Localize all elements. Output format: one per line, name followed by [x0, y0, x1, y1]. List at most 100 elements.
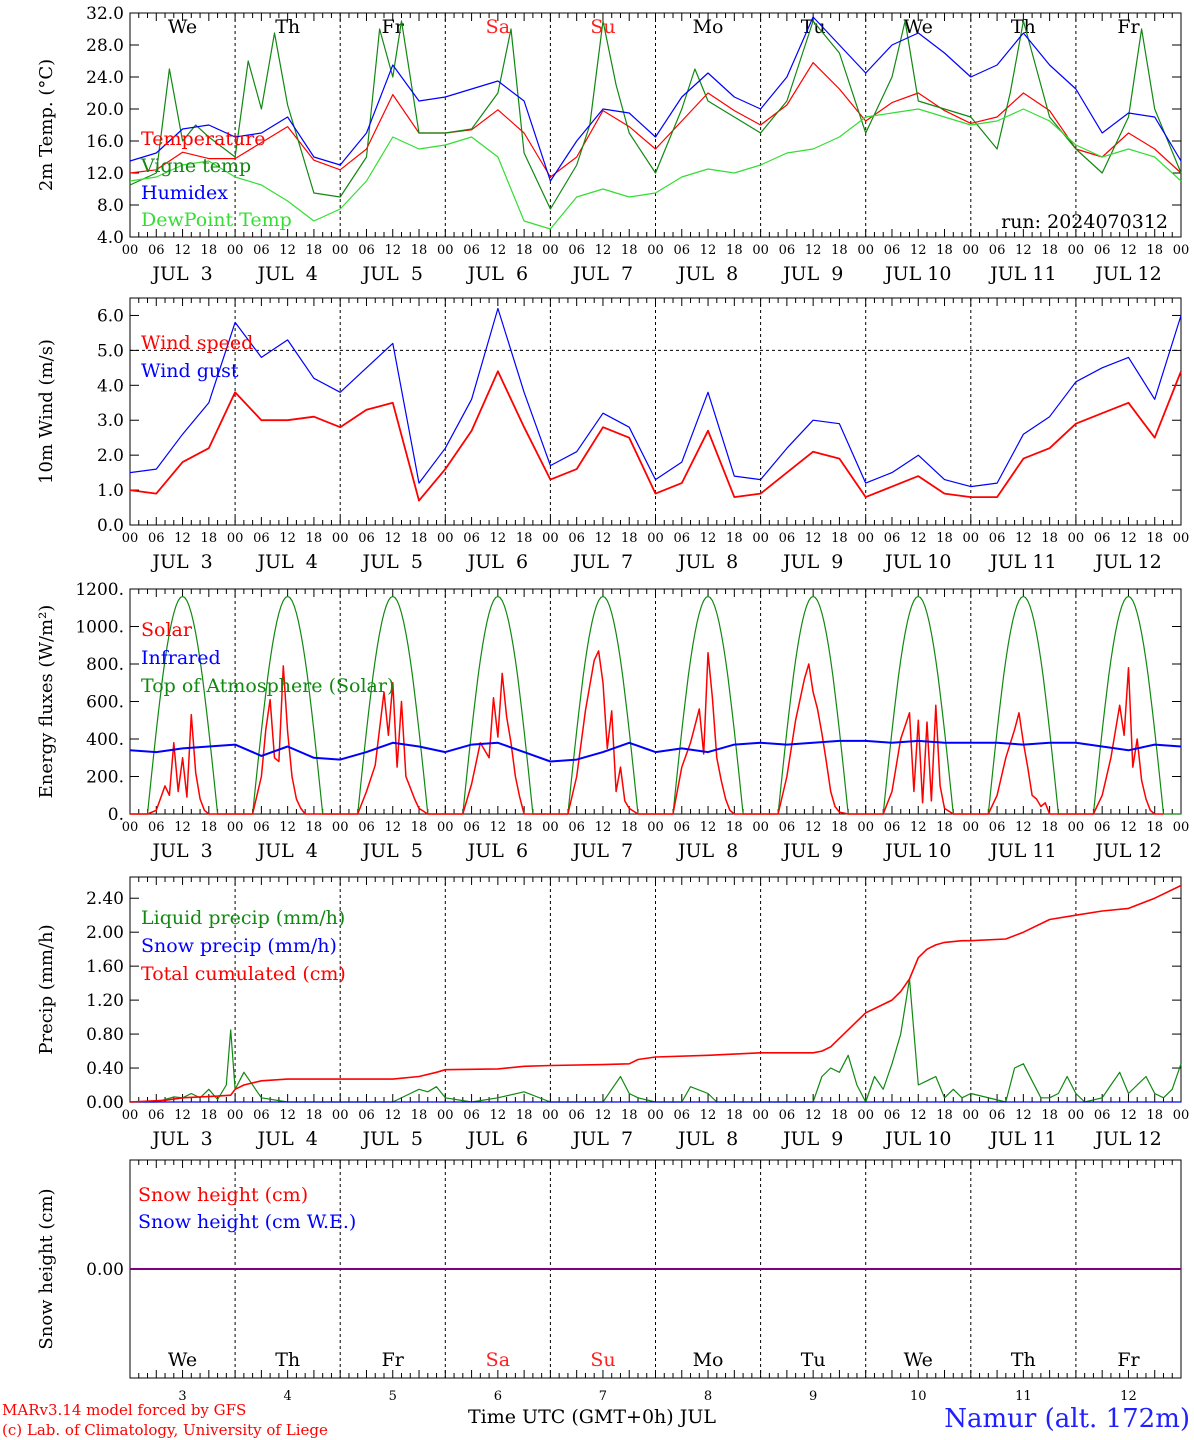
- hour-tick-label: 18: [1041, 243, 1058, 258]
- hour-tick-label: 18: [306, 1108, 323, 1123]
- date-label: JUL 11: [988, 1128, 1056, 1150]
- hour-tick-label: 18: [411, 820, 428, 835]
- weekday-label: Mo: [693, 1349, 724, 1371]
- date-label: JUL 12: [1093, 1128, 1161, 1150]
- series-line: [129, 884, 1182, 1103]
- hour-tick-label: 00: [332, 820, 349, 835]
- hour-tick-label: 12: [700, 243, 717, 258]
- series-line: [129, 20, 1182, 210]
- hour-tick-label: 18: [726, 531, 743, 546]
- hour-tick-label: 12: [910, 243, 927, 258]
- weekday-label: Th: [1011, 1349, 1036, 1371]
- weekday-label: We: [904, 16, 933, 38]
- legend-entry: DewPoint Temp: [141, 209, 292, 231]
- hour-tick-label: 06: [358, 243, 375, 258]
- hour-tick-label: 12: [1120, 820, 1137, 835]
- hour-tick-label: 18: [306, 820, 323, 835]
- hour-tick-label: 12: [174, 1108, 191, 1123]
- hour-tick-label: 18: [516, 820, 533, 835]
- y-tick-label: 0.00: [86, 1260, 124, 1280]
- legend-entry: Humidex: [141, 182, 228, 204]
- hour-tick-label: 06: [779, 531, 796, 546]
- y-tick-label: 3.0: [97, 411, 124, 431]
- weekday-label: We: [168, 1349, 197, 1371]
- date-label: JUL 7: [571, 1128, 633, 1150]
- y-tick-label: 200.: [86, 768, 124, 788]
- hour-tick-label: 12: [490, 531, 507, 546]
- hour-tick-label: 12: [595, 531, 612, 546]
- hour-tick-label: 12: [490, 820, 507, 835]
- hour-tick-label: 06: [989, 820, 1006, 835]
- hour-tick-label: 18: [1041, 1108, 1058, 1123]
- hour-tick-label: 12: [1015, 1108, 1032, 1123]
- y-axis-label: 10m Wind (m/s): [36, 339, 57, 484]
- weekday-label: Fr: [382, 16, 405, 38]
- date-label: JUL 3: [150, 551, 212, 573]
- hour-tick-label: 00: [332, 531, 349, 546]
- series-line: [130, 650, 1164, 815]
- hour-tick-label: 18: [306, 531, 323, 546]
- y-tick-label: 400.: [86, 730, 124, 750]
- legend-entry: Wind gust: [141, 360, 239, 382]
- hour-tick-label: 00: [963, 243, 980, 258]
- hour-tick-label: 18: [726, 820, 743, 835]
- x-axis-title: Time UTC (GMT+0h) JUL: [468, 1406, 716, 1428]
- weekday-label: Th: [1011, 16, 1036, 38]
- hour-tick-label: 00: [122, 1108, 139, 1123]
- hour-tick-label: 00: [1173, 531, 1190, 546]
- date-label: JUL 4: [255, 551, 317, 573]
- hour-tick-label: 12: [279, 1108, 296, 1123]
- series-line: [129, 739, 1182, 763]
- hour-tick-label: 00: [332, 1108, 349, 1123]
- hour-tick-label: 06: [463, 820, 480, 835]
- date-label: JUL 7: [571, 263, 633, 285]
- date-label: JUL 10: [883, 263, 951, 285]
- hour-tick-label: 00: [1173, 820, 1190, 835]
- hour-tick-label: 12: [595, 243, 612, 258]
- hour-tick-label: 06: [1094, 531, 1111, 546]
- hour-tick-label: 00: [752, 1108, 769, 1123]
- y-tick-label: 2.00: [86, 923, 124, 943]
- date-label: JUL 7: [571, 551, 633, 573]
- hour-tick-label: 06: [568, 820, 585, 835]
- hour-tick-label: 18: [621, 531, 638, 546]
- hour-tick-label: 12: [384, 1108, 401, 1123]
- hour-tick-label: 12: [805, 243, 822, 258]
- hour-tick-label: 06: [884, 1108, 901, 1123]
- date-label: JUL 8: [676, 840, 738, 862]
- y-tick-label: 1.60: [86, 957, 124, 977]
- weekday-label: We: [904, 1349, 933, 1371]
- hour-tick-label: 00: [963, 1108, 980, 1123]
- hour-tick-label: 18: [1041, 820, 1058, 835]
- weekday-label: Th: [275, 1349, 300, 1371]
- hour-tick-label: 18: [1146, 243, 1163, 258]
- hour-tick-label: 06: [568, 531, 585, 546]
- hour-tick-label: 00: [647, 820, 664, 835]
- y-tick-label: 0.80: [86, 1025, 124, 1045]
- hour-tick-label: 18: [621, 243, 638, 258]
- legend-entry: Wind speed: [141, 332, 253, 354]
- y-tick-label: 6.0: [97, 306, 124, 326]
- hour-tick-label: 12: [490, 1108, 507, 1123]
- y-axis-label: Precip (mm/h): [36, 924, 57, 1054]
- hour-tick-label: 00: [437, 820, 454, 835]
- weekday-label: Fr: [1117, 1349, 1140, 1371]
- hour-tick-label: 12: [910, 531, 927, 546]
- day-number: 12: [1120, 1389, 1137, 1404]
- day-number: 3: [178, 1389, 186, 1404]
- hour-tick-label: 18: [411, 531, 428, 546]
- hour-tick-label: 06: [989, 243, 1006, 258]
- hour-tick-label: 12: [174, 820, 191, 835]
- hour-tick-label: 18: [621, 820, 638, 835]
- y-axis-label: Energy fluxes (W/m²): [36, 605, 57, 799]
- date-label: JUL 8: [676, 263, 738, 285]
- series-line: [130, 978, 1182, 1103]
- station-name: Namur (alt. 172m): [944, 1404, 1190, 1434]
- hour-tick-label: 06: [253, 1108, 270, 1123]
- hour-tick-label: 06: [463, 1108, 480, 1123]
- hour-tick-label: 00: [647, 531, 664, 546]
- hour-tick-label: 06: [1094, 1108, 1111, 1123]
- y-tick-label: 5.0: [97, 341, 124, 361]
- date-label: JUL 12: [1093, 263, 1161, 285]
- series-line: [129, 370, 1182, 502]
